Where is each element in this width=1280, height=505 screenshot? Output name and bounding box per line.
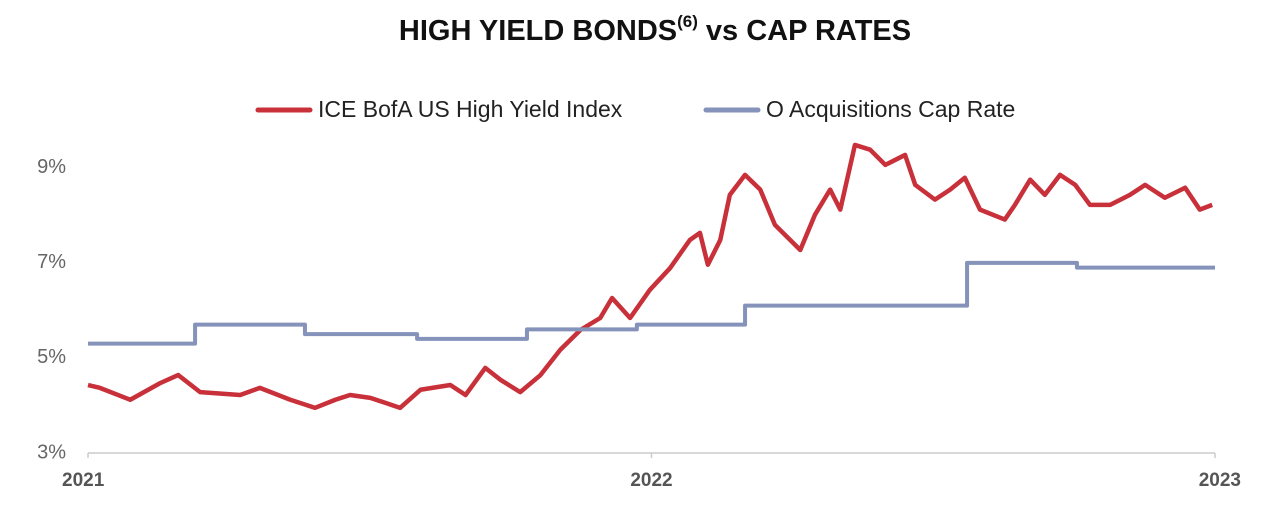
- x-tick-label: 2023: [1199, 470, 1241, 491]
- legend-label: O Acquisitions Cap Rate: [766, 96, 1015, 122]
- legend-label: ICE BofA US High Yield Index: [318, 96, 623, 122]
- series-line: [87, 142, 1213, 411]
- x-tick-label: 2022: [630, 470, 672, 491]
- title-main: HIGH YIELD BONDS: [399, 15, 677, 47]
- y-tick-label: 3%: [37, 441, 66, 463]
- y-tick-label: 7%: [37, 251, 66, 273]
- x-tick-label: 2021: [62, 470, 105, 491]
- title-superscript: (6): [677, 12, 698, 31]
- chart-title: HIGH YIELD BONDS(6) vs CAP RATES: [399, 12, 911, 46]
- title-suffix: vs CAP RATES: [706, 15, 911, 47]
- series-line: [88, 260, 1215, 346]
- y-tick-label: 9%: [37, 156, 66, 178]
- y-tick-label: 5%: [37, 346, 66, 368]
